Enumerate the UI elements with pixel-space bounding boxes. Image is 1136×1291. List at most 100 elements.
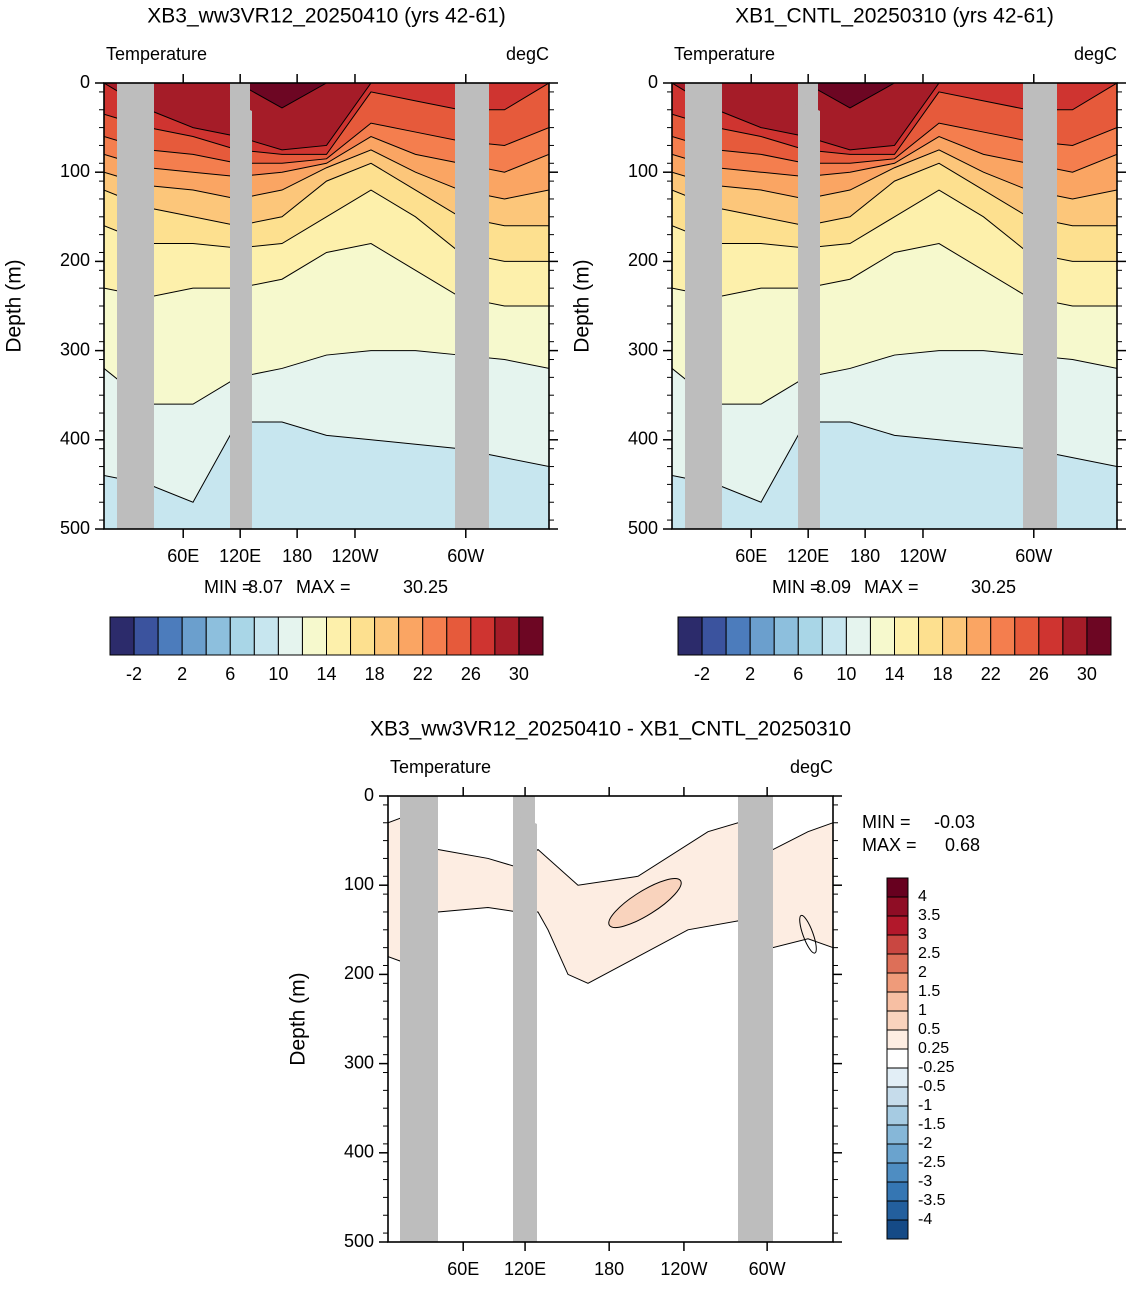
min-label: MIN = [772, 577, 821, 597]
colorbar-box [886, 915, 909, 936]
max-label: MAX = [862, 835, 917, 855]
land [798, 83, 820, 529]
colorbar-box [446, 616, 472, 656]
subtitle-left: Temperature [674, 44, 775, 64]
colorbar-box [894, 616, 920, 656]
colorbar-box [886, 1162, 909, 1183]
y-tick-label: 500 [628, 518, 658, 538]
min-value: -0.03 [934, 812, 975, 832]
colorbar-box [942, 616, 968, 656]
colorbar-label: 2.5 [918, 945, 940, 962]
y-tick-label: 0 [648, 72, 658, 92]
chart-title: XB3_ww3VR12_20250410 - XB1_CNTL_20250310 [370, 718, 851, 741]
plot-area [388, 796, 833, 1242]
colorbar-box [966, 616, 992, 656]
colorbar-box [990, 616, 1016, 656]
colorbar-label: 10 [268, 664, 288, 684]
min-label: MIN = [862, 812, 911, 832]
colorbar-label: -2 [126, 664, 142, 684]
y-tick-label: 100 [628, 161, 658, 181]
y-axis-label: Depth (m) [287, 972, 310, 1065]
colorbar-box [253, 616, 279, 656]
min-value: 8.07 [248, 577, 283, 597]
y-axis-label: Depth (m) [571, 259, 594, 352]
max-value: 0.68 [945, 835, 980, 855]
y-tick-label: 300 [628, 339, 658, 359]
colorbar-box [350, 616, 376, 656]
x-tick-label: 60E [735, 546, 767, 566]
colorbar-label: 2 [918, 964, 927, 981]
colorbar-box [886, 896, 909, 917]
colorbar-label: -3 [918, 1173, 932, 1190]
colorbar-box [749, 616, 775, 656]
x-tick-label: 120E [504, 1259, 546, 1279]
colorbar-label: 2 [745, 664, 755, 684]
panel: 0 100 200 300 400 500 60E 120E 180 120W 60W XB3_ww3… [287, 718, 980, 1279]
x-tick-label: 120W [660, 1259, 707, 1279]
land [738, 796, 773, 1242]
x-tick-label: 60W [447, 546, 484, 566]
colorbar-label: -0.5 [918, 1078, 946, 1095]
y-tick-label: 400 [344, 1142, 374, 1162]
colorbar-label: 0.5 [918, 1021, 940, 1038]
chart-title: XB1_CNTL_20250310 (yrs 42-61) [735, 5, 1054, 28]
x-tick-label: 180 [282, 546, 312, 566]
colorbar-box [398, 616, 424, 656]
colorbar-box [886, 953, 909, 974]
colorbar-label: 30 [1077, 664, 1097, 684]
subtitle-left: Temperature [106, 44, 207, 64]
colorbar-label: 4 [918, 888, 927, 905]
colorbar-box [229, 616, 255, 656]
colorbar-box [886, 1048, 909, 1069]
x-tick-label: 120W [331, 546, 378, 566]
subtitle-left: Temperature [390, 757, 491, 777]
subtitle-right: degC [506, 44, 549, 64]
colorbar-box [886, 877, 909, 898]
land [685, 83, 722, 529]
colorbar-box [886, 1181, 909, 1202]
colorbar-box [886, 1143, 909, 1164]
land [513, 796, 537, 1242]
contour-fill [608, 878, 682, 929]
y-tick-label: 400 [628, 429, 658, 449]
colorbar-box [845, 616, 871, 656]
colorbar-box [886, 1219, 909, 1240]
colorbar-box [1038, 616, 1064, 656]
y-tick-label: 200 [628, 250, 658, 270]
y-tick-label: 400 [60, 429, 90, 449]
min-label: MIN = [204, 577, 253, 597]
colorbar-label: 22 [413, 664, 433, 684]
colorbar-box [701, 616, 727, 656]
colorbar-box [886, 1086, 909, 1107]
colorbar-box [277, 616, 303, 656]
max-value: 30.25 [403, 577, 448, 597]
land [117, 83, 154, 529]
y-tick-label: 100 [344, 874, 374, 894]
colorbar-label: 3 [918, 926, 927, 943]
land [455, 83, 489, 529]
colorbar-label: 3.5 [918, 907, 940, 924]
contour-fill [672, 83, 1117, 150]
colorbar-label: -2.5 [918, 1154, 946, 1171]
colorbar-box [1086, 616, 1112, 656]
colorbar-box [797, 616, 823, 656]
colorbar-box [133, 616, 159, 656]
colorbar-label: 14 [316, 664, 336, 684]
y-tick-label: 200 [60, 250, 90, 270]
colorbar-box [886, 1067, 909, 1088]
land [1023, 83, 1057, 529]
colorbar-box [886, 972, 909, 993]
colorbar-label: -1 [918, 1097, 932, 1114]
colorbar-box [1014, 616, 1040, 656]
colorbar-box [821, 616, 847, 656]
contour-line [799, 914, 817, 954]
x-tick-label: 60E [167, 546, 199, 566]
colorbar-label: 14 [884, 664, 904, 684]
y-tick-label: 300 [344, 1052, 374, 1072]
colorbar-label: 30 [509, 664, 529, 684]
colorbar-box [918, 616, 944, 656]
colorbar-box [205, 616, 231, 656]
colorbar-box [157, 616, 183, 656]
colorbar-label: -0.25 [918, 1059, 955, 1076]
y-tick-label: 0 [80, 72, 90, 92]
